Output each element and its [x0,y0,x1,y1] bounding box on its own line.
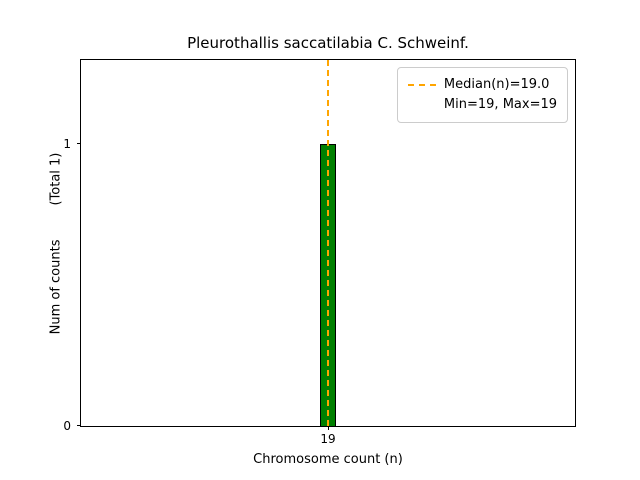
median-line [327,60,329,426]
y-axis-label-text: Num of counts [48,239,64,334]
legend: Median(n)=19.0 Min=19, Max=19 [396,67,568,123]
plot-area: Median(n)=19.0 Min=19, Max=19 0 1 19 [63,59,576,446]
legend-row-minmax: Min=19, Max=19 [408,95,557,115]
chart-title: Pleurothallis saccatilabia C. Schweinf. [187,34,469,52]
ytick-mark-1 [77,143,81,145]
xtick-label-19: 19 [320,432,336,446]
legend-minmax-label: Min=19, Max=19 [443,97,557,112]
x-axis-label: Chromosome count (n) [253,452,403,467]
y-axis-label-wrap: Num of counts (Total 1) [48,59,64,427]
y-axis-label: Num of counts (Total 1) [49,152,64,334]
ytick-mark-0 [77,425,81,426]
legend-median-label: Median(n)=19.0 [443,77,550,92]
median-line-sample-icon [407,84,436,86]
xtick-mark-19 [328,426,329,430]
ytick-label-1: 1 [63,137,71,152]
legend-row-median: Median(n)=19.0 [407,75,557,95]
ytick-label-0: 0 [63,419,71,433]
y-axis-total-text: (Total 1) [48,152,64,206]
